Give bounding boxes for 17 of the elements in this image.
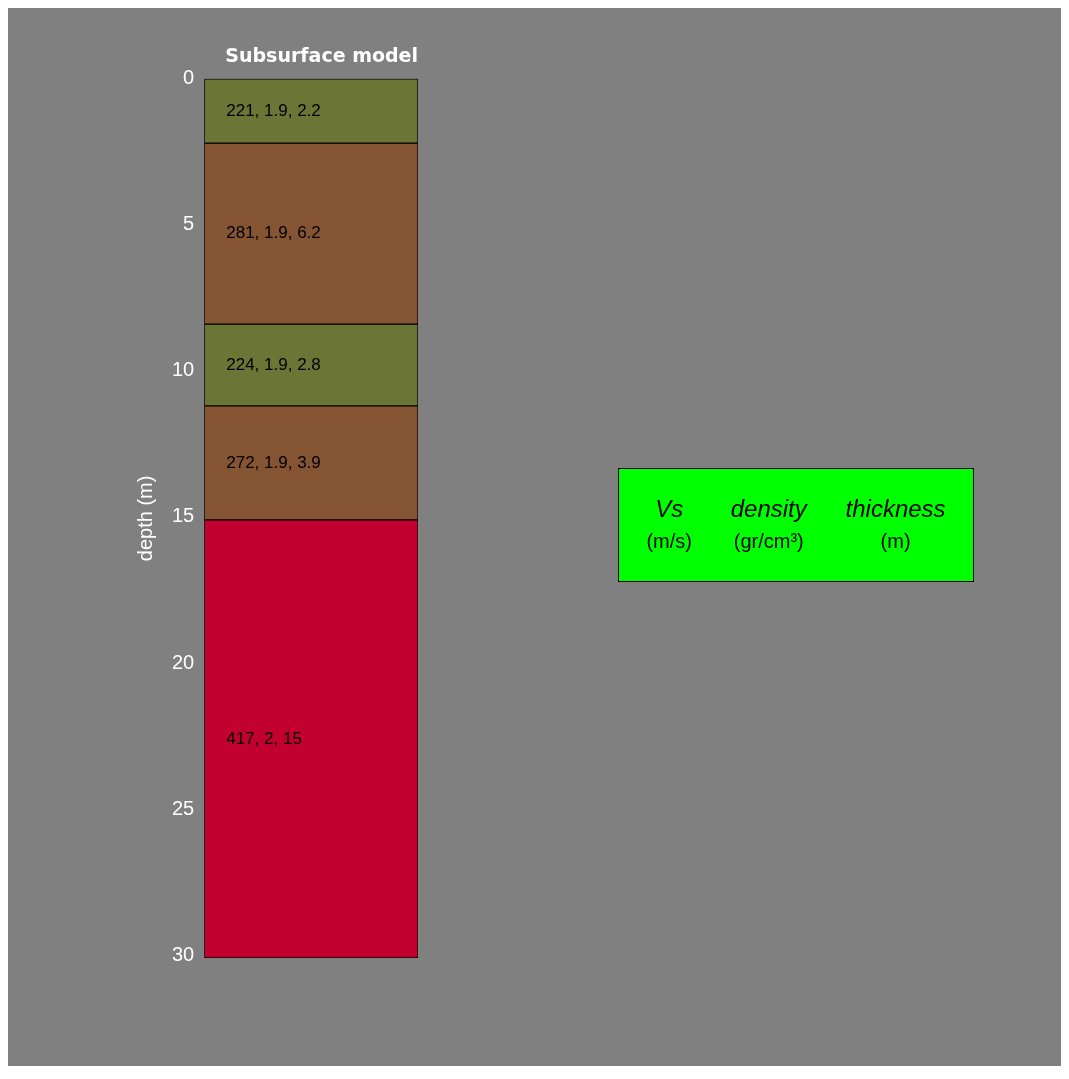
text: thickness (m) <box>845 494 946 554</box>
y-tick-label: 25 <box>172 796 195 819</box>
y-axis-title: depth (m) <box>133 475 156 562</box>
text: Vs (m/s) <box>646 494 692 554</box>
y-tick-label: 20 <box>172 650 195 673</box>
y-tick-label: 30 <box>172 942 195 965</box>
data-label: 221, 1.9, 2.2 <box>226 100 321 120</box>
y-tick-label: 0 <box>183 66 195 89</box>
chart-title: Subsurface model <box>225 44 418 67</box>
data-label: 281, 1.9, 6.2 <box>226 223 321 243</box>
text: density (gr/cm³) <box>730 494 807 554</box>
data-label: 417, 2, 15 <box>226 728 302 748</box>
y-tick-label: 10 <box>172 358 195 381</box>
y-tick-label: 5 <box>183 212 195 235</box>
data-label: 224, 1.9, 2.8 <box>226 354 321 374</box>
y-tick-label: 15 <box>172 504 195 527</box>
data-label: 272, 1.9, 3.9 <box>226 452 321 472</box>
